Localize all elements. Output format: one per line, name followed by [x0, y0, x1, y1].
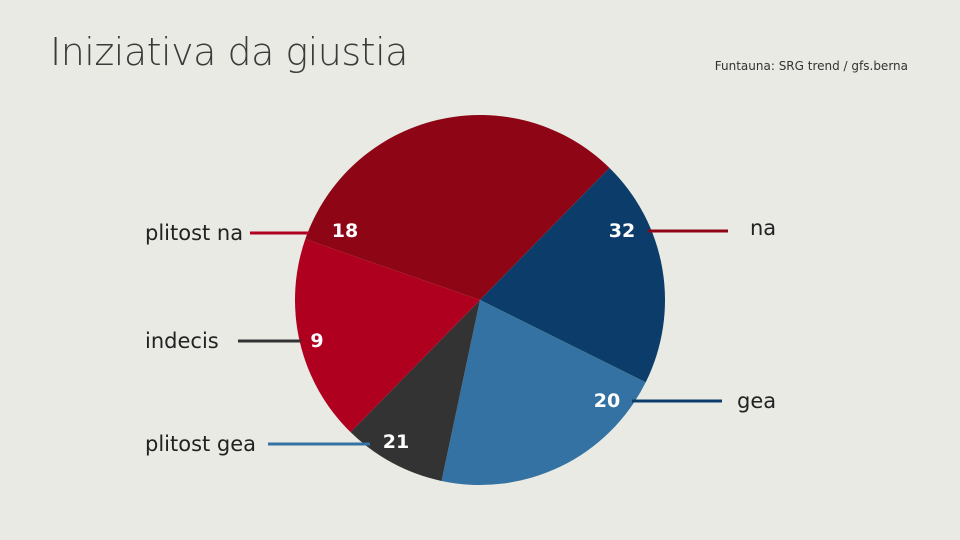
category-label-indecis: indecis — [145, 329, 219, 353]
slice-value-na: 32 — [609, 220, 635, 242]
chart-source: Funtauna: SRG trend / gfs.berna — [714, 59, 908, 73]
category-label-gea: gea — [737, 389, 776, 413]
chart-title: Iniziativa da giustia — [50, 30, 408, 74]
slice-value-plitost-gea: 21 — [383, 431, 409, 453]
category-label-plitost-na: plitost na — [145, 221, 243, 245]
slice-value-gea: 20 — [594, 390, 620, 412]
slice-value-plitost-na: 18 — [332, 220, 358, 242]
slice-value-indecis: 9 — [310, 330, 323, 352]
category-label-plitost-gea: plitost gea — [145, 432, 256, 456]
pie-slice-plitost-gea — [441, 300, 646, 486]
pie-slice-indecis — [350, 300, 480, 481]
pie-slice-plitost-na — [294, 239, 480, 433]
category-label-na: na — [750, 216, 776, 240]
pie-slice-gea — [480, 167, 666, 383]
pie-slice-na — [305, 114, 610, 300]
